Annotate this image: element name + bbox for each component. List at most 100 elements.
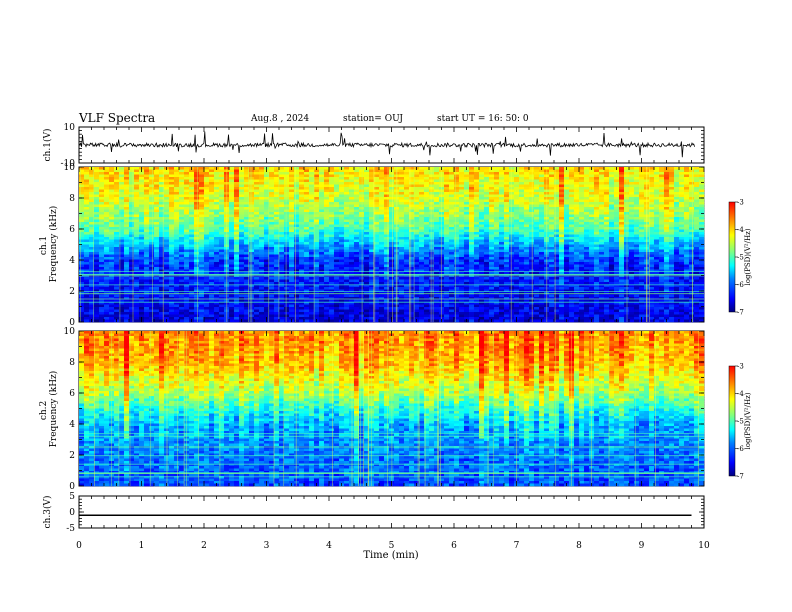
spectrogram-cell: [169, 257, 175, 260]
spectrogram-cell: [294, 182, 300, 185]
spectrogram-cell: [89, 302, 95, 305]
spectrogram-cell: [479, 239, 485, 243]
spectrogram-cell: [389, 234, 395, 238]
spectrogram-cell: [274, 194, 280, 198]
spectrogram-cell: [179, 257, 185, 260]
spectrogram-cell: [304, 282, 310, 285]
spectrogram-cell: [409, 224, 415, 228]
spectrogram-cell: [244, 272, 250, 275]
spectrogram-cell: [334, 192, 340, 195]
spectrogram-cell: [369, 257, 375, 260]
spectrogram-cell: [284, 219, 290, 223]
spectrogram-cell: [319, 184, 325, 188]
spectrogram-cell: [129, 224, 135, 228]
spectrogram-cell: [429, 247, 435, 250]
spectrogram-cell: [129, 244, 135, 248]
spectrogram-cell: [364, 252, 370, 255]
spectrogram-cell: [309, 257, 315, 260]
spectrogram-cell: [119, 229, 125, 233]
spectrogram-cell: [234, 217, 240, 220]
spectrogram-cell: [474, 187, 480, 190]
spectrogram-cell: [149, 294, 155, 298]
spectrogram-cell: [369, 172, 375, 175]
spectrogram-cell: [444, 202, 450, 205]
spectrogram-cell: [129, 212, 135, 215]
spectrogram-cell: [289, 217, 295, 220]
spectrogram-cell: [209, 229, 215, 233]
spectrogram-cell: [309, 189, 315, 193]
spectrogram-cell: [309, 249, 315, 253]
spectrogram-cell: [214, 232, 220, 235]
spectrogram-cell: [169, 302, 175, 305]
spectrogram-cell: [149, 297, 155, 300]
spectrogram-cell: [294, 259, 300, 263]
spectrogram-cell: [314, 224, 320, 228]
spectrogram-cell: [454, 269, 460, 273]
spectrogram-cell: [134, 207, 140, 210]
spectrogram-cell: [449, 269, 455, 273]
spectrogram-cell: [214, 237, 220, 240]
spectrogram-cell: [119, 237, 125, 240]
spectrogram-cell: [199, 229, 205, 233]
spectrogram-cell: [274, 214, 280, 218]
spectrogram-cell: [199, 282, 205, 285]
spectrogram-cell: [429, 194, 435, 198]
spectrogram-cell: [449, 207, 455, 210]
spectrogram-cell: [339, 257, 345, 260]
spectrogram-cell: [264, 282, 270, 285]
spectrogram-cell: [384, 314, 390, 318]
spectrogram-cell: [334, 252, 340, 255]
spectrogram-cell: [404, 187, 410, 190]
spectrogram-cell: [444, 267, 450, 270]
spectrogram-cell: [304, 172, 310, 175]
spectrogram-cell: [154, 272, 160, 275]
spectrogram-cell: [299, 317, 305, 320]
spectrogram-cell: [164, 219, 170, 223]
spectrogram-cell: [284, 264, 290, 268]
spectrogram-cell: [134, 194, 140, 198]
spectrogram-cell: [359, 242, 365, 245]
spectrogram-cell: [324, 314, 330, 318]
spectrogram-cell: [314, 242, 320, 245]
spectrogram-cell: [84, 302, 90, 305]
spectrogram-cell: [479, 182, 485, 185]
spectrogram-cell: [289, 219, 295, 223]
spectrogram-cell: [259, 189, 265, 193]
spectrogram-cell: [99, 199, 105, 203]
spectrogram-cell: [219, 167, 225, 170]
spectrogram-cell: [434, 317, 440, 320]
spectrogram-cell: [289, 194, 295, 198]
spectrogram-cell: [404, 199, 410, 203]
spectrogram-cell: [309, 282, 315, 285]
spectrogram-cell: [104, 284, 110, 288]
spectrogram-cell: [294, 294, 300, 298]
spectrogram-cell: [454, 304, 460, 308]
spectrogram-cell: [379, 317, 385, 320]
spectrogram-cell: [199, 262, 205, 265]
spectrogram-cell: [219, 199, 225, 203]
spectrogram-cell: [279, 242, 285, 245]
spectrogram-cell: [389, 249, 395, 253]
spectrogram-cell: [109, 169, 115, 173]
spectrogram-cell: [414, 262, 420, 265]
spectrogram-cell: [154, 269, 160, 273]
spectrogram-cell: [159, 242, 165, 245]
spectrogram-cell: [109, 189, 115, 193]
spectrogram-cell: [389, 282, 395, 285]
spectrogram-cell: [199, 287, 205, 290]
spectrogram-cell: [134, 294, 140, 298]
spectrogram-cell: [174, 269, 180, 273]
spectrogram-cell: [314, 202, 320, 205]
spectrogram-cell: [329, 174, 335, 178]
spectrogram-cell: [194, 224, 200, 228]
spectrogram-cell: [434, 189, 440, 193]
spectrogram-cell: [459, 187, 465, 190]
spectrogram-cell: [284, 169, 290, 173]
spectrogram-cell: [414, 197, 420, 200]
spectrogram-cell: [189, 199, 195, 203]
spectrogram-cell: [449, 299, 455, 303]
spectrogram-cell: [464, 177, 470, 180]
spectrogram-cell: [144, 294, 150, 298]
spectrogram-cell: [214, 209, 220, 213]
spectrogram-cell: [204, 232, 210, 235]
